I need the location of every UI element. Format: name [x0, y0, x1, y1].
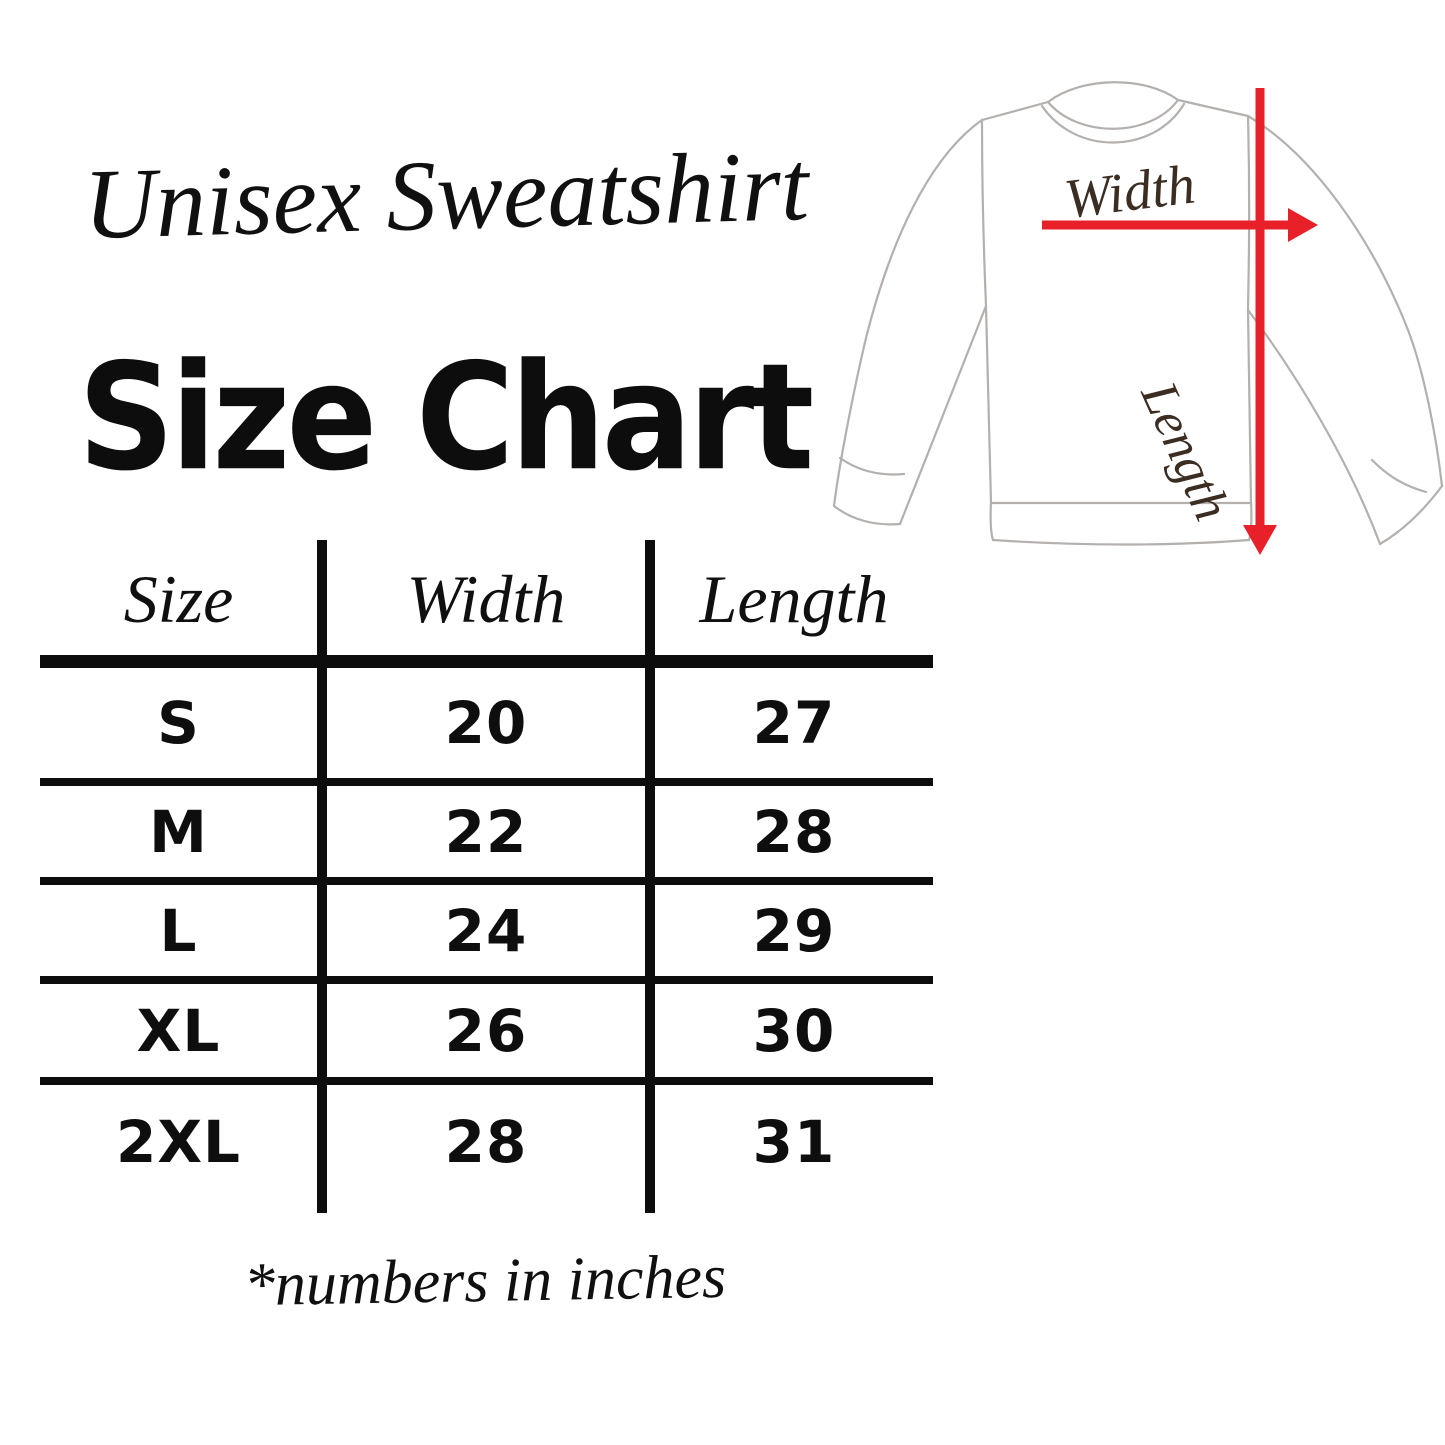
sweatshirt-diagram: Width Length	[832, 81, 1444, 555]
table-divider-row-4	[40, 1077, 933, 1085]
length-cell: 29	[752, 896, 836, 965]
width-cell: 24	[444, 896, 528, 965]
table-divider-vertical-1	[317, 540, 327, 1213]
table-divider-row-1	[40, 778, 933, 786]
header-cell-size: Size	[123, 560, 234, 637]
size-cell: M	[149, 797, 208, 866]
sweatshirt-outline	[832, 81, 1444, 546]
width-cell: 20	[444, 689, 528, 757]
header-cell-length: Length	[699, 560, 889, 637]
page-title: Size Chart	[78, 331, 814, 504]
length-arrow	[1243, 88, 1277, 555]
width-cell: 22	[444, 797, 528, 866]
width-measure-label: Width	[1061, 153, 1198, 230]
length-cell: 31	[752, 1108, 836, 1176]
table-divider-row-2	[40, 877, 933, 885]
length-cell: 30	[752, 996, 836, 1065]
table-divider-header	[40, 655, 933, 668]
length-cell: 27	[752, 689, 836, 757]
table-divider-vertical-2	[645, 540, 655, 1213]
width-cell: 28	[444, 1108, 528, 1176]
size-cell: S	[157, 689, 200, 757]
length-cell: 28	[752, 797, 836, 866]
size-cell: 2XL	[115, 1108, 242, 1176]
units-note: *numbers in inches	[243, 1242, 727, 1320]
table-divider-row-3	[40, 976, 933, 984]
length-measure-label: Length	[1129, 373, 1240, 529]
header-cell-width: Width	[406, 560, 566, 637]
width-cell: 26	[444, 996, 528, 1065]
size-cell: XL	[136, 996, 221, 1065]
width-arrow	[1042, 208, 1318, 242]
size-cell: L	[159, 896, 198, 965]
